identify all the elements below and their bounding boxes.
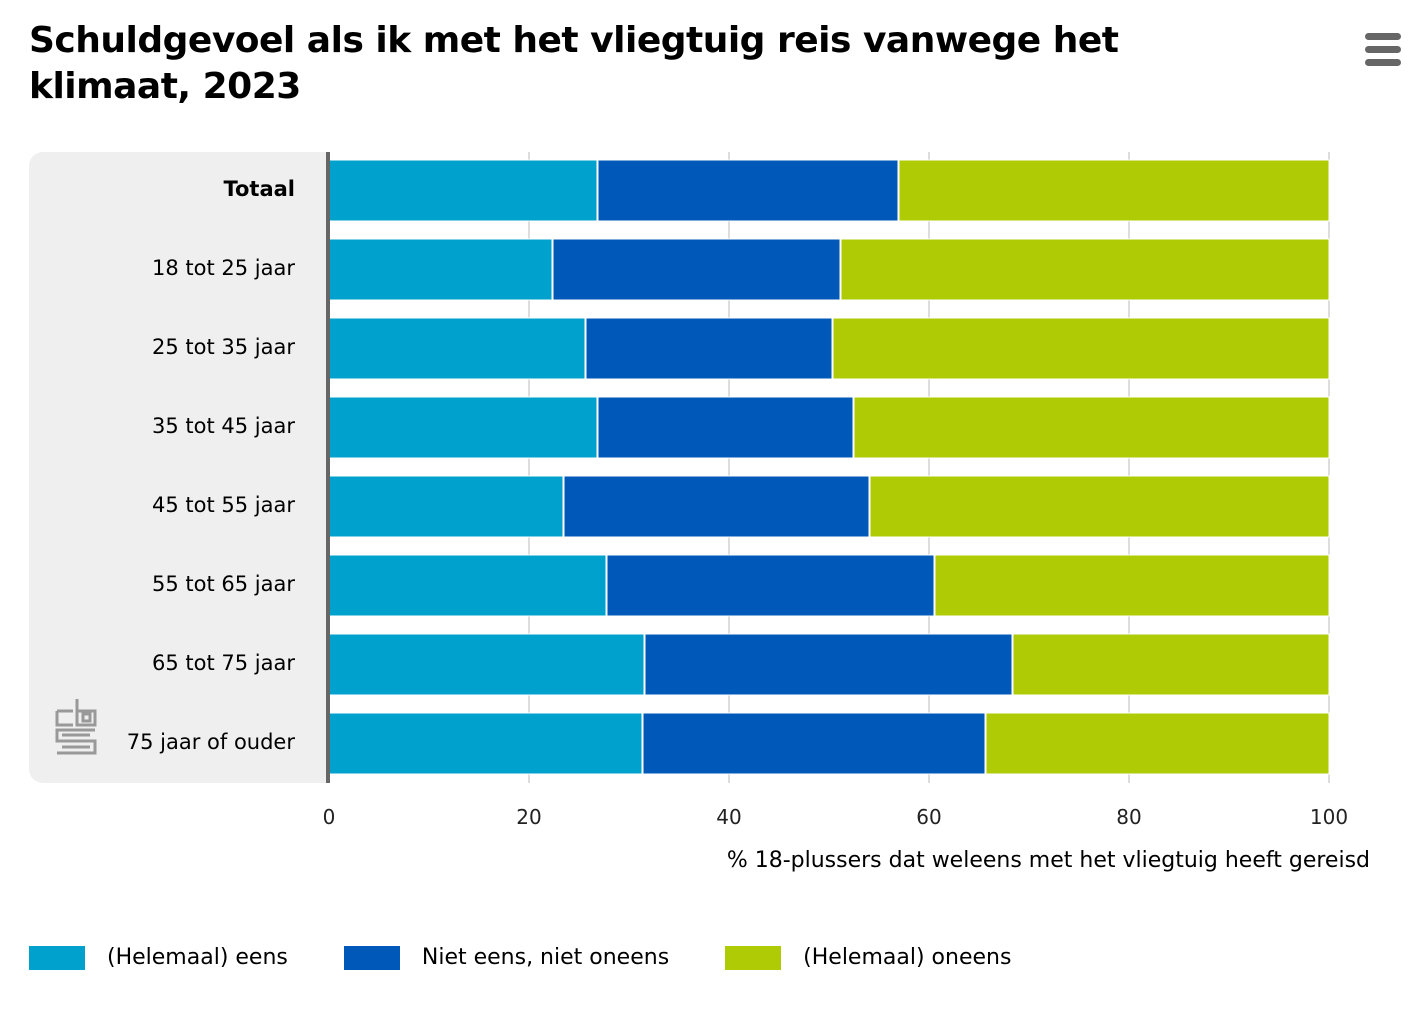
- legend-item[interactable]: (Helemaal) eens: [29, 945, 288, 970]
- bar-segment[interactable]: [832, 317, 1330, 380]
- category-panel: [29, 152, 327, 783]
- bar-segment[interactable]: [644, 633, 1013, 696]
- legend-swatch: [29, 945, 85, 970]
- legend-swatch: [343, 945, 400, 970]
- legend-label: (Helemaal) eens: [107, 945, 288, 970]
- bar-segment[interactable]: [328, 317, 586, 380]
- y-axis-line: [326, 152, 330, 783]
- category-label: 18 tot 25 jaar: [152, 256, 295, 280]
- bar-segment[interactable]: [585, 317, 833, 380]
- legend-item[interactable]: Niet eens, niet oneens: [343, 945, 670, 970]
- x-axis-label: % 18-plussers dat weleens met het vliegt…: [726, 848, 1370, 873]
- bar-segment[interactable]: [606, 554, 935, 617]
- hamburger-menu-icon[interactable]: [1363, 33, 1403, 67]
- bar-segment[interactable]: [563, 475, 870, 538]
- x-tick-label: 40: [716, 805, 742, 829]
- bar-segment[interactable]: [597, 396, 854, 459]
- bar-segment[interactable]: [1012, 633, 1330, 696]
- x-tick-label: 0: [322, 805, 336, 829]
- bar-segment[interactable]: [985, 712, 1330, 775]
- legend-label: Niet eens, niet oneens: [421, 945, 670, 970]
- bar-segment[interactable]: [552, 238, 841, 301]
- bar-segment[interactable]: [328, 475, 564, 538]
- x-tick-label: 80: [1116, 805, 1142, 829]
- x-tick-label: 100: [1309, 805, 1349, 829]
- bar-segment[interactable]: [328, 633, 645, 696]
- bar-segment[interactable]: [642, 712, 986, 775]
- bar-segment[interactable]: [328, 712, 643, 775]
- category-label: 45 tot 55 jaar: [152, 493, 295, 517]
- category-label: 55 tot 65 jaar: [152, 572, 295, 596]
- bar-segment[interactable]: [934, 554, 1330, 617]
- bar-segment[interactable]: [328, 238, 553, 301]
- category-label: 25 tot 35 jaar: [152, 335, 295, 359]
- bar-segment[interactable]: [853, 396, 1330, 459]
- bar-segment[interactable]: [869, 475, 1330, 538]
- bar-segment[interactable]: [328, 554, 607, 617]
- cbs-logo-icon: [55, 699, 97, 755]
- x-tick-label: 60: [916, 805, 942, 829]
- bar-segment[interactable]: [898, 159, 1330, 222]
- legend-swatch: [725, 945, 782, 970]
- bar-segment[interactable]: [597, 159, 899, 222]
- category-label: Totaal: [223, 177, 295, 201]
- bar-segment[interactable]: [840, 238, 1330, 301]
- category-label: 35 tot 45 jaar: [152, 414, 295, 438]
- bar-segment[interactable]: [328, 159, 598, 222]
- category-label: 65 tot 75 jaar: [152, 651, 295, 675]
- bar-segment[interactable]: [328, 396, 598, 459]
- legend-label: (Helemaal) oneens: [803, 945, 1012, 970]
- legend: (Helemaal) eens Niet eens, niet oneens (He…: [29, 945, 1067, 970]
- x-tick-label: 20: [516, 805, 542, 829]
- category-label: 75 jaar of ouder: [126, 730, 295, 754]
- legend-item[interactable]: (Helemaal) oneens: [725, 945, 1011, 970]
- chart-title: Schuldgevoel als ik met het vliegtuig re…: [29, 20, 1119, 107]
